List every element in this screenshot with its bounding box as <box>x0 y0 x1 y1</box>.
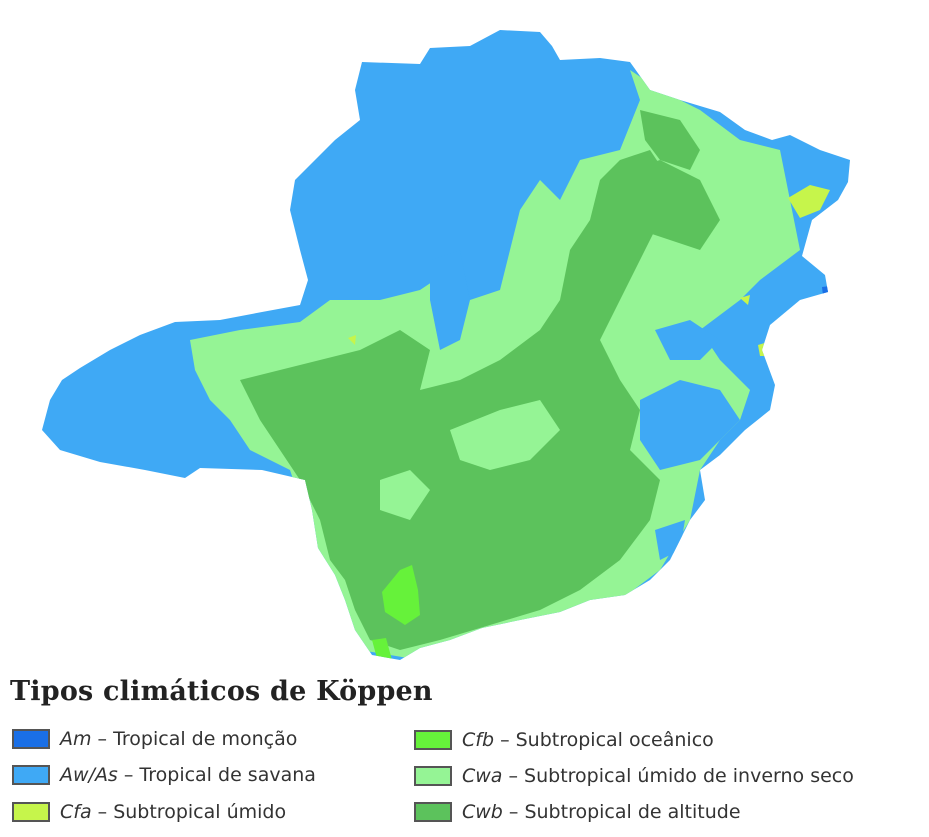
legend-code: Am <box>60 728 92 750</box>
region-aw-as <box>430 250 470 350</box>
legend-label: – Subtropical úmido de inverno seco <box>502 765 854 787</box>
legend-item-cwa: Cwa – Subtropical úmido de inverno seco <box>414 764 854 788</box>
region-cfa <box>788 185 830 218</box>
swatch-cwb <box>414 802 452 822</box>
legend-code: Cwb <box>462 801 503 823</box>
legend-code: Aw/As <box>60 764 118 786</box>
region-cwb <box>600 160 720 250</box>
legend-code: Cfb <box>462 729 495 751</box>
legend-code: Cfa <box>60 801 92 823</box>
region-cfa <box>348 335 356 345</box>
legend-title: Tipos climáticos de Köppen <box>10 676 433 707</box>
legend-item-aw-as: Aw/As – Tropical de savana <box>12 763 316 787</box>
legend-item-cfa: Cfa – Subtropical úmido <box>12 800 286 824</box>
legend-label: – Tropical de savana <box>117 764 316 786</box>
region-aw-as <box>655 320 720 360</box>
legend-code: Cwa <box>462 765 503 787</box>
legend-item-am: Am – Tropical de monção <box>12 727 297 751</box>
swatch-am <box>12 729 50 749</box>
region-cwa <box>380 470 430 520</box>
region-cfa <box>740 295 750 305</box>
legend-label: – Subtropical úmido <box>91 801 287 823</box>
swatch-cfa <box>12 802 50 822</box>
region-cwb <box>240 150 670 650</box>
region-cwb <box>640 110 700 170</box>
legend-label: – Tropical de monção <box>91 728 298 750</box>
swatch-aw-as <box>12 765 50 785</box>
legend-label: – Subtropical de altitude <box>502 801 741 823</box>
region-am <box>822 286 830 296</box>
region-cwa <box>450 400 560 470</box>
legend-item-cfb: Cfb – Subtropical oceânico <box>414 728 714 752</box>
legend-item-cwb: Cwb – Subtropical de altitude <box>414 800 741 824</box>
swatch-cfb <box>414 730 452 750</box>
legend-label: – Subtropical oceânico <box>494 729 714 751</box>
region-cfb <box>382 565 420 625</box>
swatch-cwa <box>414 766 452 786</box>
region-aw-as <box>640 380 740 470</box>
climate-map <box>42 30 850 660</box>
